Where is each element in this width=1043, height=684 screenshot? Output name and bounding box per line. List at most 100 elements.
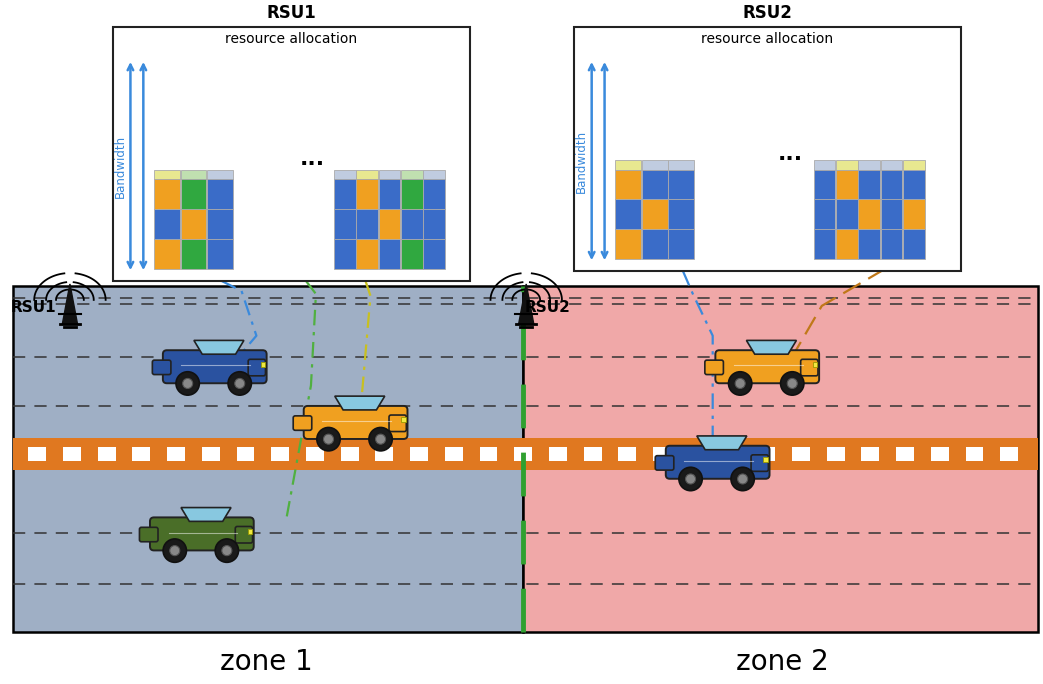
Circle shape (737, 474, 748, 484)
Bar (641, 229, 668, 259)
Bar (814, 200, 835, 229)
Bar (1000, 447, 1018, 461)
Bar (723, 447, 741, 461)
Circle shape (731, 467, 754, 490)
FancyBboxPatch shape (389, 415, 407, 432)
Bar (14, 438, 1038, 470)
Bar (202, 447, 220, 461)
Bar (341, 447, 359, 461)
Bar (334, 179, 356, 209)
Bar (14, 286, 524, 632)
Bar (584, 447, 602, 461)
Bar (615, 229, 641, 259)
Bar (966, 447, 984, 461)
Bar (207, 179, 233, 209)
Circle shape (215, 539, 239, 562)
Bar (814, 229, 835, 259)
Bar (836, 170, 857, 200)
Bar (375, 447, 393, 461)
Bar (357, 239, 379, 269)
Polygon shape (335, 396, 385, 410)
Text: ···: ··· (300, 154, 325, 174)
Bar (814, 159, 835, 170)
Circle shape (728, 371, 752, 395)
Bar (154, 170, 180, 179)
Bar (615, 159, 641, 170)
Polygon shape (194, 341, 244, 354)
FancyBboxPatch shape (665, 446, 770, 479)
Circle shape (679, 467, 702, 490)
FancyBboxPatch shape (705, 360, 724, 375)
Bar (688, 447, 706, 461)
Circle shape (369, 428, 392, 451)
Bar (28, 447, 46, 461)
FancyBboxPatch shape (293, 416, 312, 430)
Circle shape (228, 371, 251, 395)
Bar (880, 200, 902, 229)
Bar (410, 447, 428, 461)
Bar (379, 170, 401, 179)
Bar (641, 170, 668, 200)
Bar (379, 239, 401, 269)
Bar (401, 209, 422, 239)
Bar (903, 159, 925, 170)
FancyBboxPatch shape (152, 360, 171, 375)
Bar (237, 447, 254, 461)
Bar (862, 447, 879, 461)
Circle shape (780, 371, 804, 395)
Circle shape (222, 546, 232, 555)
Bar (98, 447, 116, 461)
Bar (858, 229, 880, 259)
Bar (858, 159, 880, 170)
Bar (669, 200, 694, 229)
Polygon shape (697, 436, 747, 449)
FancyBboxPatch shape (715, 350, 819, 383)
Text: zone 2: zone 2 (735, 648, 828, 676)
Bar (154, 209, 180, 239)
Bar (896, 447, 914, 461)
Bar (903, 200, 925, 229)
Circle shape (163, 539, 187, 562)
Circle shape (317, 428, 340, 451)
Bar (207, 209, 233, 239)
Text: Bandwidth: Bandwidth (576, 129, 588, 193)
Bar (574, 27, 961, 271)
Bar (615, 200, 641, 229)
Circle shape (735, 378, 745, 389)
Bar (836, 229, 857, 259)
Circle shape (323, 434, 334, 444)
FancyBboxPatch shape (236, 527, 252, 543)
Bar (180, 179, 207, 209)
Circle shape (235, 378, 245, 389)
Bar (423, 239, 445, 269)
Bar (357, 170, 379, 179)
Bar (514, 447, 532, 461)
Bar (757, 447, 775, 461)
FancyBboxPatch shape (150, 517, 253, 551)
Bar (641, 200, 668, 229)
Bar (132, 447, 150, 461)
Bar (423, 179, 445, 209)
Text: RSU1: RSU1 (266, 4, 316, 23)
FancyBboxPatch shape (655, 456, 674, 470)
Bar (858, 200, 880, 229)
Bar (814, 362, 818, 367)
FancyBboxPatch shape (751, 455, 769, 471)
Bar (423, 170, 445, 179)
Bar (880, 159, 902, 170)
Bar (207, 170, 233, 179)
Bar (180, 239, 207, 269)
Text: resource allocation: resource allocation (225, 32, 357, 47)
Bar (480, 447, 498, 461)
Circle shape (685, 474, 696, 484)
Bar (836, 200, 857, 229)
FancyBboxPatch shape (801, 359, 818, 376)
Circle shape (375, 434, 386, 444)
Bar (423, 209, 445, 239)
Bar (379, 209, 401, 239)
Bar (549, 447, 567, 461)
Bar (641, 159, 668, 170)
Polygon shape (747, 341, 797, 354)
Text: RSU2: RSU2 (743, 4, 793, 23)
Bar (445, 447, 463, 461)
